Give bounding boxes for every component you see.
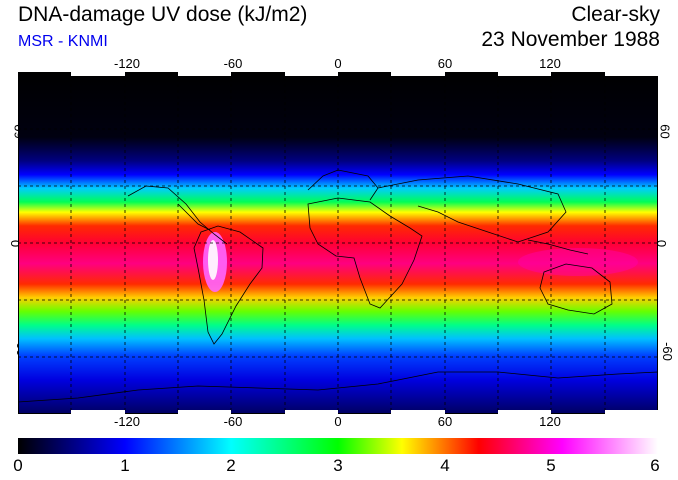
colorbar xyxy=(18,438,658,454)
high-dose-patch xyxy=(518,248,638,276)
colorbar-label: 3 xyxy=(333,456,343,475)
australia-coast xyxy=(539,263,613,315)
colorbar-label: 0 xyxy=(13,456,23,475)
frame-segment xyxy=(71,410,125,414)
frame-segment xyxy=(285,410,338,414)
frame-segment xyxy=(391,72,445,76)
lon-tick-bottom: -60 xyxy=(223,414,243,429)
lon-tick-bottom: -120 xyxy=(113,414,141,429)
lon-tick-top: -60 xyxy=(223,56,243,71)
frame-segment xyxy=(498,410,551,414)
map-date: 23 November 1988 xyxy=(481,28,660,51)
uv-dose-map xyxy=(18,72,658,414)
lat-tick-right: -60 xyxy=(659,342,675,361)
map-title: DNA-damage UV dose (kJ/m2) xyxy=(18,3,308,26)
colorbar-label: 2 xyxy=(226,456,236,475)
lat-lon-grid xyxy=(18,72,658,414)
frame-segment xyxy=(178,410,231,414)
colorbar-label: 6 xyxy=(650,456,660,475)
sky-condition: Clear-sky xyxy=(571,3,660,26)
colorbar-label: 5 xyxy=(546,456,556,475)
frame-segment xyxy=(605,72,658,76)
lon-tick-top: -120 xyxy=(113,56,141,71)
frame-ticks xyxy=(71,72,658,414)
andes-peak-core xyxy=(208,240,218,280)
map-frame xyxy=(18,72,658,414)
lon-tick-top: 0 xyxy=(334,56,342,71)
colorbar-label: 1 xyxy=(120,456,130,475)
lon-tick-bottom: 0 xyxy=(334,414,342,429)
frame-segment xyxy=(498,72,551,76)
south-america-coast xyxy=(193,225,264,345)
southeast-asia-islands xyxy=(527,239,589,255)
frame-segment xyxy=(178,72,231,76)
asia-coast xyxy=(377,175,567,243)
frame-segment xyxy=(71,72,125,76)
map-subtitle: MSR - KNMI xyxy=(18,33,108,50)
coastlines xyxy=(18,169,658,403)
lon-tick-top: 120 xyxy=(539,56,561,71)
europe-coast xyxy=(307,169,379,201)
lon-tick-bottom: 120 xyxy=(539,414,561,429)
frame-segment xyxy=(605,410,658,414)
lon-tick-top: 60 xyxy=(437,56,453,71)
frame-segment xyxy=(285,72,338,76)
colorbar-gradient xyxy=(18,438,658,454)
frame-segment xyxy=(391,410,445,414)
lat-tick-right: 60 xyxy=(657,124,673,139)
colorbar-label: 4 xyxy=(440,456,450,475)
lon-tick-bottom: 60 xyxy=(437,414,453,429)
antarctica-coast xyxy=(18,371,658,403)
central-america-coast xyxy=(177,203,211,231)
